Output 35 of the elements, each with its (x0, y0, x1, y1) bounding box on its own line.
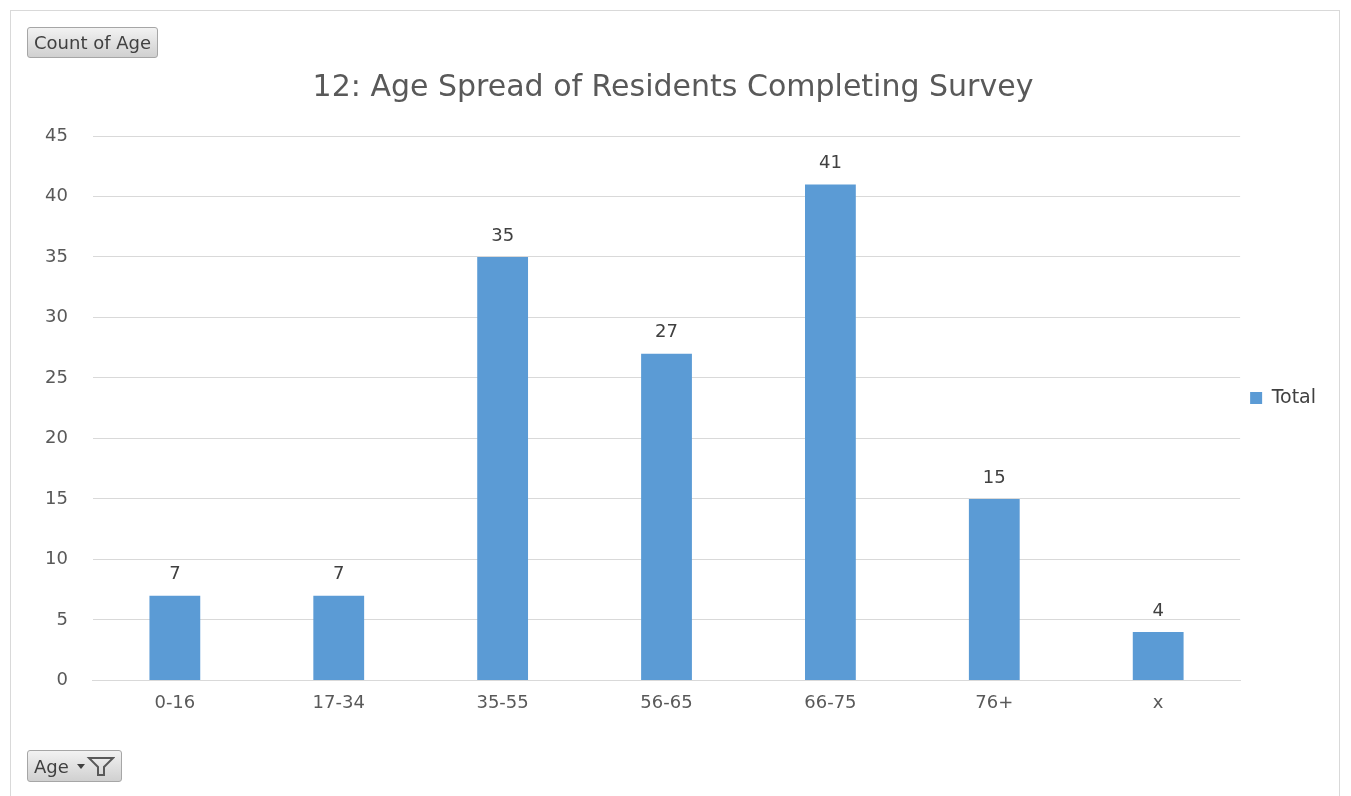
chart-title: 12: Age Spread of Residents Completing Survey (312, 67, 1034, 103)
x-tick-label: 66-75 (804, 690, 857, 712)
bar (641, 353, 692, 680)
data-label: 41 (818, 151, 842, 173)
y-tick-label: 10 (45, 547, 68, 569)
bar (805, 184, 856, 680)
x-tick-label: 17-34 (312, 690, 365, 712)
y-tick-label: 45 (45, 123, 68, 145)
x-tick-label: x (1152, 690, 1164, 712)
bar (1132, 632, 1184, 680)
x-tick-label: 56-65 (640, 690, 693, 712)
x-tick-label: 35-55 (476, 690, 529, 712)
data-label: 15 (982, 465, 1006, 487)
y-tick-label: 35 (45, 244, 68, 266)
y-tick-label: 25 (45, 365, 68, 387)
y-tick-label: 5 (56, 607, 68, 629)
y-tick-label: 20 (45, 426, 68, 448)
bar (313, 595, 365, 680)
bar (968, 498, 1020, 680)
legend-label: Total (1270, 384, 1316, 407)
data-label: 4 (1152, 598, 1164, 620)
field-button: Age (27, 750, 122, 782)
y-tick-label: 15 (45, 486, 68, 508)
bar (149, 595, 201, 680)
y-tick-label: 30 (45, 305, 68, 327)
field-button: Count of Age (27, 27, 159, 58)
x-tick-label: 0-16 (154, 690, 196, 712)
x-tick-label: 76+ (975, 690, 1014, 712)
data-label: 35 (491, 223, 515, 245)
bar (477, 256, 529, 680)
y-tick-label: 0 (56, 668, 68, 690)
data-label: 27 (655, 320, 678, 342)
data-label: 7 (169, 562, 181, 584)
y-tick-label: 40 (45, 184, 68, 206)
data-label: 7 (333, 562, 345, 584)
